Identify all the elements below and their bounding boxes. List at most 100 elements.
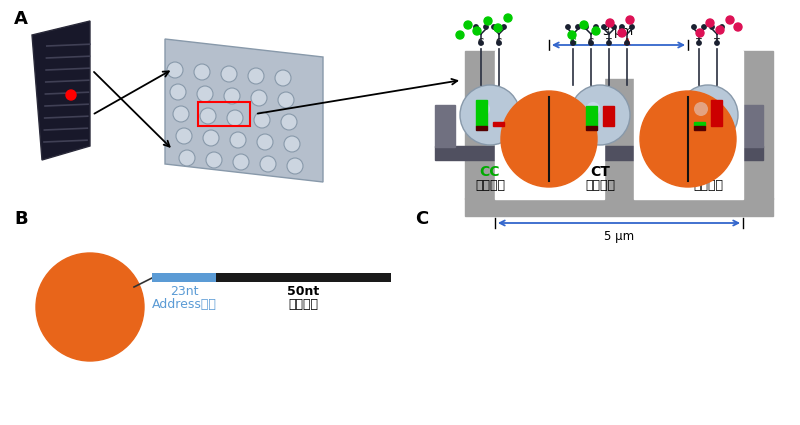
- Circle shape: [200, 108, 216, 124]
- Text: 50nt: 50nt: [287, 285, 319, 298]
- Circle shape: [484, 17, 492, 25]
- Text: 双色荧光: 双色荧光: [585, 179, 615, 192]
- Bar: [711, 100, 722, 126]
- Circle shape: [227, 110, 243, 126]
- Circle shape: [474, 25, 478, 29]
- Bar: [198, 102, 250, 126]
- Circle shape: [473, 27, 481, 35]
- Text: Address序列: Address序列: [151, 298, 217, 311]
- Circle shape: [478, 41, 483, 45]
- Bar: [435, 105, 455, 147]
- Bar: [743, 105, 763, 147]
- Circle shape: [697, 41, 701, 45]
- Text: 3 μm: 3 μm: [603, 25, 633, 38]
- Circle shape: [726, 16, 734, 24]
- Circle shape: [281, 114, 297, 130]
- Circle shape: [710, 25, 714, 29]
- Bar: [603, 106, 614, 126]
- Circle shape: [167, 62, 183, 78]
- Bar: [152, 273, 216, 282]
- Bar: [634, 51, 743, 199]
- Circle shape: [179, 150, 195, 166]
- Circle shape: [176, 128, 192, 144]
- Circle shape: [570, 85, 630, 145]
- Bar: [635, 105, 655, 147]
- Circle shape: [692, 25, 696, 29]
- Circle shape: [206, 152, 222, 168]
- Circle shape: [170, 84, 186, 100]
- Bar: [694, 126, 705, 130]
- Circle shape: [221, 66, 237, 82]
- Circle shape: [716, 26, 724, 34]
- Bar: [476, 100, 487, 126]
- Circle shape: [502, 25, 506, 29]
- Text: 5 μm: 5 μm: [604, 230, 634, 243]
- Circle shape: [702, 25, 706, 29]
- Circle shape: [456, 31, 464, 39]
- Circle shape: [230, 132, 246, 148]
- Circle shape: [257, 134, 273, 150]
- Circle shape: [278, 92, 294, 108]
- Text: C: C: [478, 38, 484, 47]
- Text: C: C: [415, 210, 428, 228]
- Circle shape: [612, 25, 616, 29]
- Text: CT: CT: [590, 165, 610, 179]
- Text: C: C: [496, 38, 502, 47]
- Text: 绿色荧光: 绿色荧光: [475, 179, 505, 192]
- Circle shape: [570, 41, 575, 45]
- Circle shape: [476, 102, 490, 116]
- Bar: [653, 146, 763, 160]
- Polygon shape: [165, 39, 323, 182]
- Circle shape: [580, 21, 588, 29]
- Circle shape: [504, 14, 512, 22]
- Polygon shape: [32, 21, 90, 160]
- Bar: [545, 105, 565, 147]
- Circle shape: [494, 24, 502, 32]
- Circle shape: [678, 85, 738, 145]
- Circle shape: [568, 31, 576, 39]
- Circle shape: [626, 16, 634, 24]
- Circle shape: [594, 25, 598, 29]
- Circle shape: [720, 25, 724, 29]
- Circle shape: [251, 90, 267, 106]
- Bar: [743, 51, 773, 199]
- Text: TT: TT: [698, 165, 718, 179]
- Circle shape: [66, 90, 76, 100]
- Text: T: T: [696, 38, 702, 47]
- Circle shape: [618, 29, 626, 37]
- Circle shape: [492, 25, 496, 29]
- Circle shape: [203, 130, 219, 146]
- Bar: [435, 146, 545, 160]
- Text: CC: CC: [480, 165, 500, 179]
- Bar: [476, 126, 487, 130]
- Text: B: B: [14, 210, 28, 228]
- Text: A: A: [14, 10, 28, 28]
- Bar: [465, 51, 495, 199]
- Text: T: T: [606, 38, 612, 47]
- Bar: [653, 105, 673, 147]
- Circle shape: [584, 25, 588, 29]
- Circle shape: [734, 23, 742, 31]
- Circle shape: [501, 91, 597, 187]
- Circle shape: [484, 25, 488, 29]
- Circle shape: [197, 86, 213, 102]
- Bar: [586, 126, 597, 130]
- Circle shape: [706, 19, 714, 27]
- Bar: [493, 122, 504, 126]
- Circle shape: [284, 136, 300, 152]
- Bar: [525, 105, 545, 147]
- Circle shape: [640, 91, 736, 187]
- Text: T: T: [714, 38, 720, 47]
- Circle shape: [224, 88, 240, 104]
- Circle shape: [592, 27, 600, 35]
- Text: C: C: [588, 38, 594, 47]
- Circle shape: [576, 25, 580, 29]
- Circle shape: [630, 25, 634, 29]
- Circle shape: [606, 19, 614, 27]
- Circle shape: [589, 41, 594, 45]
- Text: 红色荧光: 红色荧光: [693, 179, 723, 192]
- Circle shape: [620, 25, 624, 29]
- Bar: [694, 122, 705, 126]
- Circle shape: [566, 25, 570, 29]
- Circle shape: [254, 112, 270, 128]
